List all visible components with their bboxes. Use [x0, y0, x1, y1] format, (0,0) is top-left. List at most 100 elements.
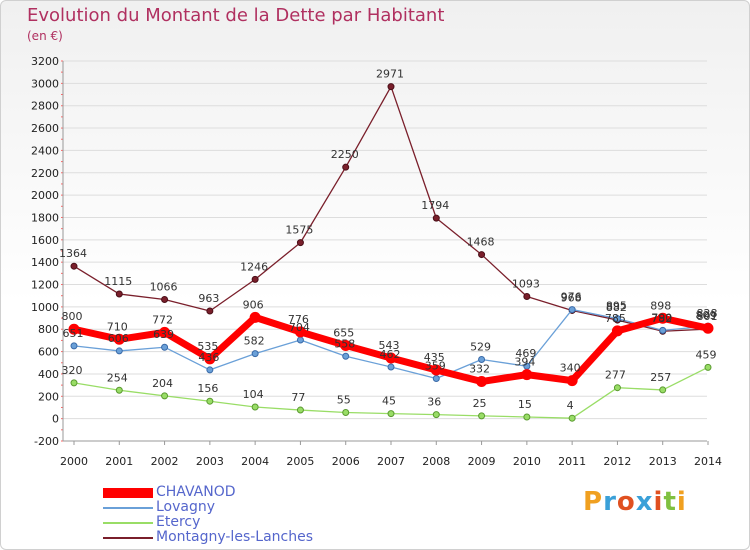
- data-point-montagny-les-lanches: [342, 163, 350, 171]
- data-label-montagny-les-lanches: 1115: [104, 275, 132, 288]
- legend-label: Etercy: [156, 514, 201, 530]
- legend-swatch: [103, 507, 153, 509]
- data-label-etercy: 156: [197, 382, 218, 395]
- data-label-montagny-les-lanches: 2971: [376, 68, 404, 81]
- data-label-chavanod: 332: [469, 363, 490, 376]
- data-point-chavanod: [340, 339, 352, 351]
- data-point-etercy: [296, 406, 304, 414]
- data-point-lovagny: [387, 363, 395, 371]
- data-point-chavanod: [204, 353, 216, 365]
- data-label-montagny-les-lanches: 1468: [467, 236, 495, 249]
- data-point-montagny-les-lanches: [432, 214, 440, 222]
- data-point-montagny-les-lanches: [523, 292, 531, 300]
- x-tick-label: 2007: [377, 455, 405, 468]
- data-point-lovagny: [70, 342, 78, 350]
- y-tick-label: -200: [34, 435, 59, 448]
- y-tick-label: 2800: [31, 100, 59, 113]
- data-point-montagny-les-lanches: [478, 251, 486, 259]
- x-tick-label: 2013: [649, 455, 677, 468]
- x-tick-label: 2003: [196, 455, 224, 468]
- data-label-lovagny: 529: [470, 341, 491, 354]
- data-point-etercy: [206, 397, 214, 405]
- y-tick-label: 0: [52, 413, 59, 426]
- data-point-montagny-les-lanches: [296, 239, 304, 247]
- data-label-etercy: 204: [152, 377, 173, 390]
- x-tick-label: 2002: [151, 455, 179, 468]
- data-point-chavanod: [476, 376, 488, 388]
- data-label-lovagny: 976: [561, 291, 582, 304]
- data-label-chavanod: 906: [243, 298, 264, 311]
- data-label-chavanod: 435: [424, 351, 445, 364]
- data-point-etercy: [568, 414, 576, 422]
- data-label-lovagny: 790: [651, 311, 672, 324]
- data-point-montagny-les-lanches: [387, 83, 395, 91]
- data-point-chavanod: [385, 352, 397, 364]
- data-label-chavanod: 785: [605, 312, 626, 325]
- data-label-montagny-les-lanches: 882: [606, 301, 627, 314]
- data-point-montagny-les-lanches: [115, 290, 123, 298]
- data-label-chavanod: 394: [514, 356, 535, 369]
- data-label-etercy: 254: [107, 371, 128, 384]
- logo-letter: r: [603, 487, 617, 517]
- data-label-chavanod: 809: [696, 309, 717, 322]
- data-label-montagny-les-lanches: 1246: [240, 260, 268, 273]
- data-point-montagny-les-lanches: [161, 296, 169, 304]
- chart-title: Evolution du Montant de la Dette par Hab…: [27, 5, 445, 26]
- data-point-lovagny: [568, 306, 576, 314]
- x-tick-label: 2004: [241, 455, 269, 468]
- data-label-chavanod: 543: [379, 339, 400, 352]
- y-tick-label: 1000: [31, 301, 59, 314]
- data-point-lovagny: [659, 326, 667, 334]
- data-label-lovagny: 359: [425, 360, 446, 373]
- y-tick-label: 400: [38, 368, 59, 381]
- data-point-etercy: [387, 410, 395, 418]
- data-label-etercy: 15: [518, 398, 532, 411]
- data-point-chavanod: [159, 326, 171, 338]
- x-tick-label: 2012: [603, 455, 631, 468]
- data-point-chavanod: [68, 323, 80, 335]
- x-tick-label: 2006: [332, 455, 360, 468]
- data-point-montagny-les-lanches: [251, 275, 259, 283]
- data-point-lovagny: [613, 315, 621, 323]
- y-tick-label: 3200: [31, 55, 59, 68]
- data-label-montagny-les-lanches: 963: [198, 292, 219, 305]
- data-label-lovagny: 469: [515, 347, 536, 360]
- data-point-etercy: [659, 386, 667, 394]
- data-label-chavanod: 655: [333, 326, 354, 339]
- data-label-etercy: 320: [62, 364, 83, 377]
- y-tick-label: 1200: [31, 279, 59, 292]
- data-label-chavanod: 710: [107, 320, 128, 333]
- logo-letter: x: [635, 487, 654, 517]
- y-tick-label: 600: [38, 346, 59, 359]
- data-point-etercy: [70, 379, 78, 387]
- data-point-etercy: [704, 363, 712, 371]
- data-point-etercy: [161, 392, 169, 400]
- data-label-chavanod: 340: [560, 362, 581, 375]
- data-label-lovagny: 895: [606, 300, 627, 313]
- data-label-montagny-les-lanches: 801: [697, 310, 718, 323]
- legend-swatch: [103, 522, 153, 524]
- x-tick-label: 2010: [513, 455, 541, 468]
- data-label-lovagny: 639: [153, 328, 174, 341]
- data-label-lovagny: 828: [697, 307, 718, 320]
- data-point-lovagny: [296, 336, 304, 344]
- data-point-etercy: [115, 386, 123, 394]
- data-label-lovagny: 436: [198, 351, 219, 364]
- data-label-etercy: 45: [382, 395, 396, 408]
- data-label-etercy: 36: [427, 396, 441, 409]
- data-label-etercy: 459: [696, 348, 717, 361]
- data-point-lovagny: [342, 352, 350, 360]
- data-label-montagny-les-lanches: 782: [651, 312, 672, 325]
- y-tick-label: 2600: [31, 122, 59, 135]
- legend-label: Lovagny: [156, 499, 216, 515]
- data-label-etercy: 277: [605, 369, 626, 382]
- data-label-lovagny: 462: [380, 348, 401, 361]
- y-tick-label: 1600: [31, 234, 59, 247]
- data-label-lovagny: 582: [244, 335, 265, 348]
- data-point-chavanod: [294, 326, 306, 338]
- data-label-lovagny: 651: [63, 327, 84, 340]
- data-label-etercy: 55: [337, 394, 351, 407]
- y-tick-label: 200: [38, 390, 59, 403]
